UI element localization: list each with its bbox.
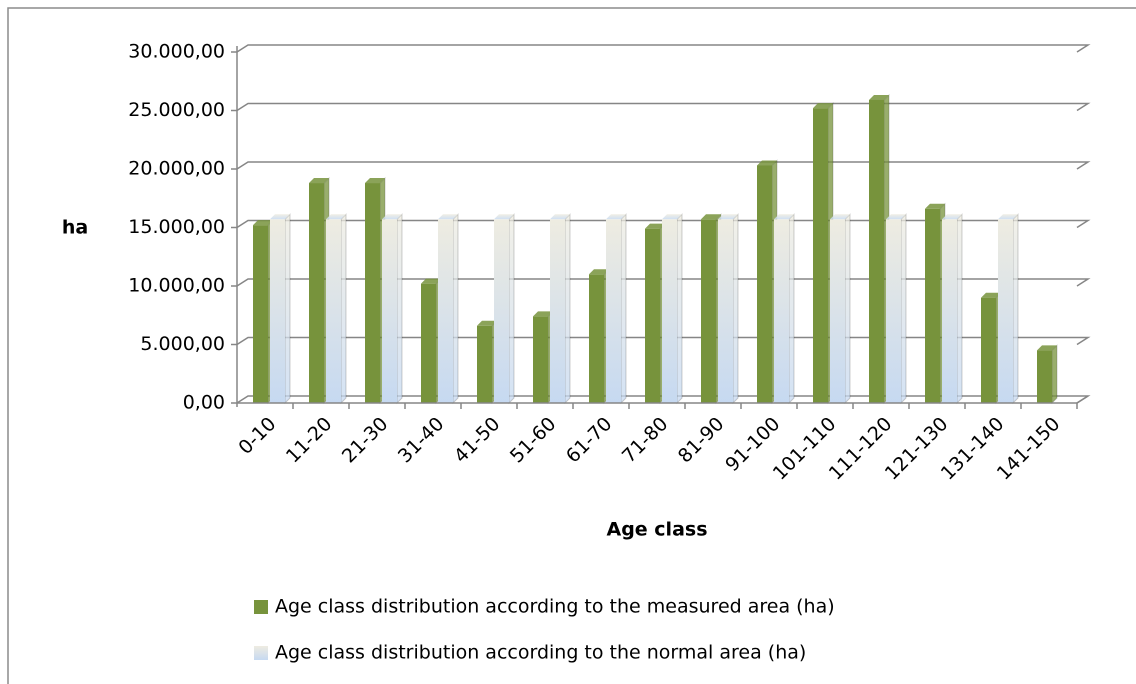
- bar-measured-top: [925, 203, 945, 209]
- bar-normal-top: [550, 214, 570, 220]
- bar-normal-top: [886, 214, 906, 220]
- bar-normal: [774, 219, 789, 403]
- bar-normal-side: [396, 213, 403, 405]
- bar-normal-side: [900, 213, 907, 405]
- bar-normal-top: [270, 214, 290, 220]
- bar-measured-top: [477, 320, 497, 326]
- bar-normal-side: [284, 213, 291, 405]
- bar-measured-top: [589, 269, 609, 275]
- bar-measured: [533, 316, 548, 403]
- y-tick-label: 25.000,00: [128, 99, 225, 121]
- bar-measured-top: [981, 292, 1001, 298]
- bar-measured: [701, 219, 716, 403]
- bar-normal-side: [340, 213, 347, 405]
- bar-normal-top: [830, 214, 850, 220]
- bar-normal-top: [942, 214, 962, 220]
- bar-normal-side: [788, 213, 795, 405]
- bar-normal: [718, 219, 733, 403]
- bar-measured: [925, 208, 940, 403]
- bar-normal: [942, 219, 957, 403]
- bar-normal: [662, 219, 677, 403]
- bar-normal: [326, 219, 341, 403]
- bar-normal: [830, 219, 845, 403]
- y-tick-label: 0,00: [183, 392, 225, 414]
- grid-line: [236, 161, 1091, 170]
- bar-measured-top: [365, 178, 385, 184]
- bar-normal-top: [494, 214, 514, 220]
- bar-measured: [813, 108, 828, 403]
- bar-normal-side: [844, 213, 851, 405]
- bar-measured-top: [1037, 345, 1057, 351]
- bar-normal-top: [662, 214, 682, 220]
- bar-normal: [550, 219, 565, 403]
- bar-measured-top: [645, 223, 665, 229]
- y-tick-label: 20.000,00: [128, 158, 225, 180]
- bar-normal: [886, 219, 901, 403]
- y-tick-label: 30.000,00: [128, 41, 225, 63]
- bar-measured-top: [253, 220, 273, 226]
- bar-measured: [645, 228, 660, 403]
- bar-measured: [477, 325, 492, 403]
- legend-label: Age class distribution according to the …: [275, 642, 806, 664]
- bar-normal-top: [606, 214, 626, 220]
- legend-swatch: [254, 600, 268, 614]
- bar-normal-side: [1012, 213, 1019, 405]
- x-axis-depth: [1076, 395, 1089, 404]
- grid-line: [236, 44, 1091, 53]
- bar-measured: [757, 165, 772, 403]
- bar-normal-top: [382, 214, 402, 220]
- bar-measured: [869, 99, 884, 403]
- bar-measured-top: [533, 311, 553, 317]
- bar-normal: [606, 219, 621, 403]
- bar-normal: [494, 219, 509, 403]
- bar-normal-side: [620, 213, 627, 405]
- bar-measured-top: [869, 94, 889, 100]
- bar-measured: [309, 183, 324, 403]
- bar-normal: [998, 219, 1013, 403]
- bar-measured: [421, 283, 436, 403]
- bar-measured: [589, 274, 604, 403]
- bar-measured: [981, 297, 996, 403]
- bar-normal-top: [998, 214, 1018, 220]
- grid-line: [236, 102, 1091, 112]
- bar-measured: [365, 183, 380, 403]
- bar-normal: [438, 219, 453, 403]
- bar-normal-side: [732, 213, 739, 405]
- bar-normal-side: [676, 213, 683, 405]
- bar-measured-top: [309, 178, 329, 184]
- bar-normal-top: [326, 214, 346, 220]
- bar-measured: [1037, 350, 1052, 403]
- y-axis-title: ha: [62, 217, 88, 239]
- bar-normal: [382, 219, 397, 403]
- x-axis-title: Age class: [606, 519, 707, 541]
- bar-normal-top: [718, 214, 738, 220]
- bar-normal-side: [956, 213, 963, 405]
- bar-measured-side: [1051, 344, 1058, 405]
- legend-swatch: [254, 646, 268, 660]
- bar-normal-side: [452, 213, 459, 405]
- y-tick-label: 15.000,00: [128, 216, 225, 238]
- bar-measured: [253, 225, 268, 403]
- bar-measured-top: [701, 214, 721, 220]
- bar-normal-side: [564, 213, 571, 405]
- y-tick-label: 5.000,00: [140, 333, 225, 355]
- bar-measured-top: [813, 103, 833, 109]
- bar-measured-top: [757, 160, 777, 166]
- bar-measured-top: [421, 278, 441, 284]
- bar-normal-side: [508, 213, 515, 405]
- bar-normal: [270, 219, 285, 403]
- bar-normal-top: [438, 214, 458, 220]
- bar-normal-top: [774, 214, 794, 220]
- legend-label: Age class distribution according to the …: [275, 596, 835, 618]
- y-tick-label: 10.000,00: [128, 275, 225, 297]
